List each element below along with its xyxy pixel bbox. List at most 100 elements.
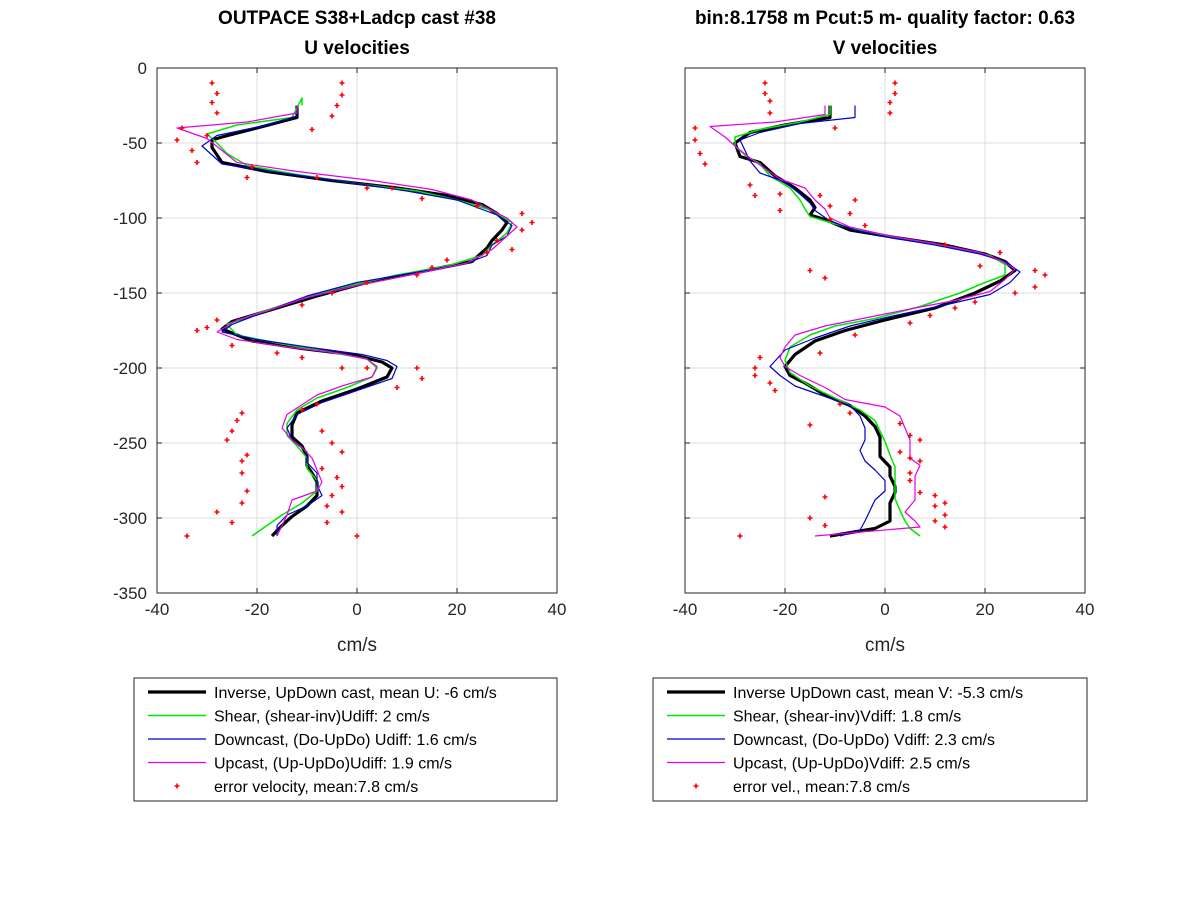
x-tick-label: 20 (976, 600, 995, 619)
error-velocity-point (239, 410, 245, 416)
error-velocity-point (1032, 268, 1038, 273)
legend-entry-label: Inverse, UpDown cast, mean U: -6 cm/s (214, 685, 497, 702)
legend-swatch-marker (174, 783, 180, 789)
legend-box (652, 677, 1088, 802)
error-velocity-point (194, 160, 200, 165)
error-velocity-point (414, 365, 420, 371)
error-velocity-point (244, 175, 250, 180)
chart-subtitle: U velocities (304, 38, 410, 59)
error-velocity-point (354, 533, 360, 539)
error-velocity-point (892, 91, 898, 96)
error-velocity-point (179, 125, 185, 131)
error-velocity-point (942, 500, 948, 506)
error-velocity-point (807, 515, 813, 521)
x-axis-label: cm/s (865, 635, 905, 656)
error-velocity-point (807, 422, 813, 428)
error-velocity-point (364, 280, 370, 285)
y-tick-label: -50 (122, 134, 147, 153)
error-velocity-point (274, 350, 280, 356)
error-velocity-point (244, 488, 250, 494)
error-velocity-point (519, 211, 525, 216)
error-velocity-point (822, 275, 828, 281)
error-velocity-point (204, 133, 210, 138)
error-velocity-point (299, 302, 305, 308)
error-velocity-point (772, 388, 778, 393)
error-velocity-point (1042, 272, 1048, 278)
error-velocity-point (329, 290, 335, 296)
error-velocity-point (767, 98, 773, 104)
error-velocity-point (932, 503, 938, 509)
error-velocity-point (329, 113, 335, 119)
error-velocity-point (204, 325, 210, 330)
error-velocity-point (752, 365, 758, 371)
error-velocity-point (314, 175, 320, 180)
error-velocity-point (852, 197, 858, 203)
error-velocity-point (394, 385, 400, 390)
error-velocity-point (752, 373, 758, 378)
error-velocity-point (927, 313, 933, 318)
series-line-2 (739, 105, 1021, 537)
error-velocity-point (209, 100, 215, 105)
error-velocity-point (702, 161, 708, 167)
error-velocity-point (822, 494, 828, 500)
error-velocity-point (244, 452, 250, 458)
error-velocity-point (339, 80, 345, 86)
v-velocity-panel: -40 -20 0 20 40 cm/s bin:8.1758 m Pcut:5 m- qu… (652, 8, 1094, 802)
error-velocity-point (777, 191, 783, 197)
error-velocity-point (339, 92, 345, 98)
error-velocity-point (419, 376, 425, 381)
error-velocity-point (419, 196, 425, 201)
error-velocity-point (887, 110, 893, 116)
error-velocity-point (807, 268, 813, 273)
error-velocity-point (847, 211, 853, 216)
x-tick-label: -20 (773, 600, 798, 619)
series-line-2 (201, 105, 513, 536)
error-velocity-point (1012, 290, 1018, 296)
error-velocity-point (334, 475, 340, 480)
y-tick-label: -100 (113, 209, 147, 228)
error-velocity-point (214, 110, 220, 116)
error-velocity-point (852, 332, 858, 338)
error-velocity-point (892, 80, 898, 86)
error-velocity-point (862, 223, 868, 228)
error-velocity-point (897, 421, 903, 426)
error-velocity-point (942, 242, 948, 248)
error-velocity-point (942, 512, 948, 518)
error-velocity-point (997, 250, 1003, 255)
x-tick-label: -40 (145, 600, 170, 619)
error-velocity-point (847, 410, 853, 416)
x-tick-label: -40 (673, 600, 698, 619)
legend-entry-label: Inverse UpDown cast, mean V: -5.3 cm/s (733, 685, 1023, 702)
series-group (692, 80, 1048, 539)
error-velocity-point (214, 509, 220, 515)
error-velocity-point (917, 437, 923, 443)
legend-entry-label: Upcast, (Up-UpDo)Vdiff: 2.5 cm/s (733, 756, 970, 773)
error-velocity-point (239, 500, 245, 506)
error-velocity-point (932, 518, 938, 524)
legend-entry-label: Downcast, (Do-UpDo) Udiff: 1.6 cm/s (214, 732, 477, 749)
error-velocity-point (229, 428, 235, 434)
error-velocity-point (747, 182, 753, 188)
error-velocity-point (817, 350, 823, 356)
error-velocity-point (194, 328, 200, 333)
error-velocity-point (229, 343, 235, 348)
error-velocity-point (174, 137, 180, 143)
error-velocity-point (319, 428, 325, 434)
error-velocity-point (234, 418, 240, 423)
error-velocity-point (339, 449, 345, 455)
error-velocity-point (329, 493, 335, 498)
error-velocity-point (692, 137, 698, 143)
error-velocity-point (239, 470, 245, 476)
x-axis-label: cm/s (337, 635, 377, 656)
error-velocity-point (907, 433, 913, 438)
error-velocity-point (184, 533, 190, 539)
series-group (174, 80, 535, 539)
error-velocity-point (817, 193, 823, 198)
legend-entry-label: Shear, (shear-inv)Udiff: 2 cm/s (214, 709, 430, 726)
series-line-3 (709, 105, 1016, 537)
error-velocity-point (762, 80, 768, 86)
y-tick-label: -350 (113, 584, 147, 603)
legend: Inverse UpDown cast, mean V: -5.3 cm/s Sh… (652, 677, 1088, 802)
error-velocity-point (519, 227, 525, 233)
error-velocity-point (887, 100, 893, 105)
